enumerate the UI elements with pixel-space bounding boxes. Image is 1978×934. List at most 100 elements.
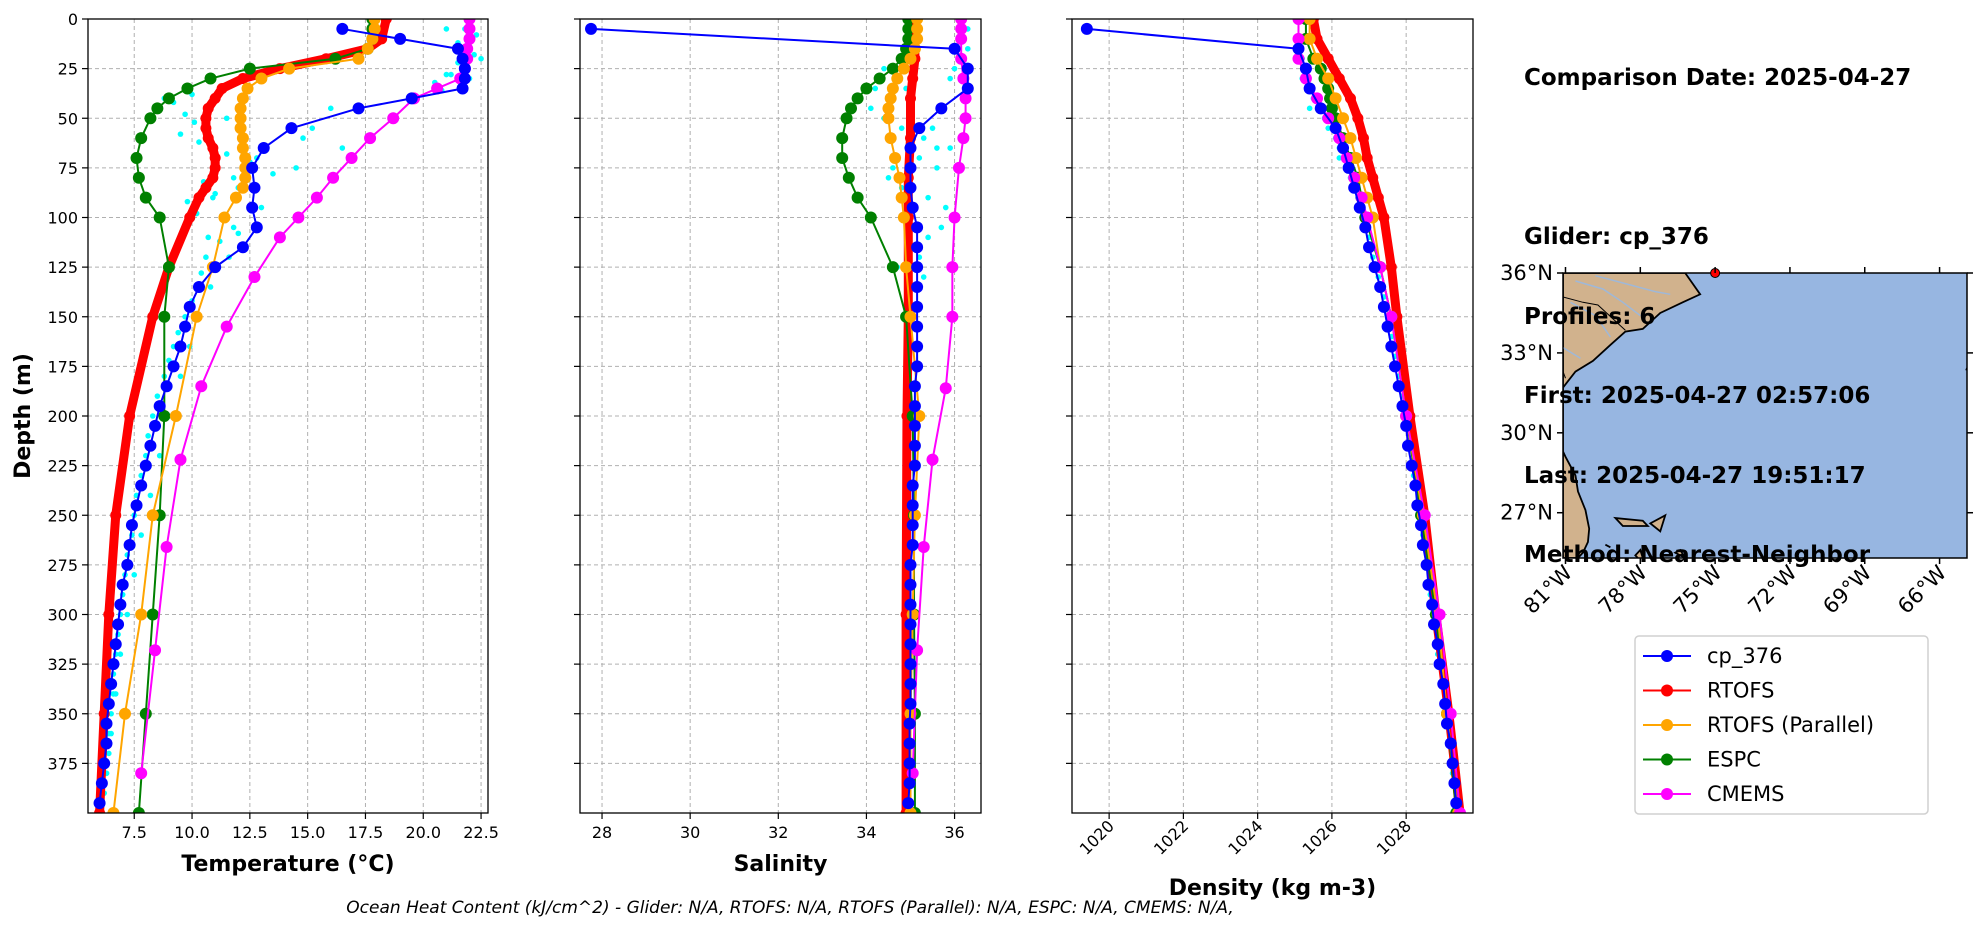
series-point-cp-376 bbox=[1426, 598, 1439, 611]
series-point-cp-376 bbox=[911, 241, 924, 254]
glider-scatter-point bbox=[198, 270, 205, 276]
series-point-rtofs bbox=[1352, 112, 1364, 124]
river bbox=[1563, 346, 1581, 359]
series-point-cp-376 bbox=[1389, 360, 1402, 373]
series-point-rtofs bbox=[209, 152, 221, 164]
temperature-panel: 7.5 10.0 12.5 15.0 17.5 20.0 22.5 0 25 50 75 100 125… bbox=[11, 10, 499, 877]
series-point-cmems bbox=[946, 310, 959, 323]
series-point-rtofs-parallel bbox=[884, 132, 897, 145]
series-point-rtofs-parallel bbox=[882, 102, 895, 115]
series-point-rtofs-parallel bbox=[884, 92, 897, 105]
blank-line bbox=[1524, 145, 1911, 172]
series-point-rtofs-parallel bbox=[1322, 72, 1335, 85]
series-point-rtofs bbox=[207, 172, 219, 184]
y-tick-label: 0 bbox=[68, 10, 78, 29]
series-point-rtofs-parallel bbox=[107, 807, 120, 813]
y-axis-label: Depth (m) bbox=[11, 353, 36, 479]
series-point-rtofs bbox=[200, 182, 212, 194]
series-line-cmems bbox=[140, 19, 471, 775]
series-point-espc bbox=[162, 261, 175, 274]
x-tick-label: 1024 bbox=[1224, 816, 1266, 858]
series-point-cmems bbox=[959, 112, 972, 125]
series-point-cp-376 bbox=[904, 598, 917, 611]
series-point-espc bbox=[158, 310, 171, 323]
series-point-cp-376 bbox=[236, 241, 249, 254]
y-tick-label: 150 bbox=[47, 308, 78, 327]
glider-scatter-point bbox=[270, 171, 276, 177]
series-point-cmems bbox=[952, 161, 965, 174]
series-point-rtofs-parallel bbox=[897, 62, 910, 75]
series-point-cmems bbox=[926, 453, 939, 466]
series-point-cp-376 bbox=[209, 261, 222, 274]
island bbox=[1634, 548, 1644, 558]
x-tick-label: 10.0 bbox=[174, 823, 210, 842]
x-axis-label: Density (kg m-3) bbox=[1169, 876, 1377, 901]
glider-scatter-point bbox=[938, 224, 945, 231]
x-tick-label: 1022 bbox=[1150, 816, 1192, 858]
series-point-espc bbox=[162, 92, 175, 105]
series-point-espc bbox=[151, 102, 164, 115]
series-point-cmems bbox=[431, 82, 444, 95]
series-point-cp-376 bbox=[1400, 419, 1413, 432]
glider-scatter-point bbox=[210, 194, 216, 201]
series-point-cmems bbox=[273, 231, 286, 244]
glider-scatter-point bbox=[177, 131, 184, 137]
glider-scatter-point bbox=[1325, 125, 1331, 131]
glider-scatter-point bbox=[951, 65, 958, 72]
series-point-rtofs bbox=[202, 102, 214, 114]
series-point-rtofs bbox=[237, 73, 249, 85]
series-point-cp-376 bbox=[1422, 578, 1435, 591]
glider-scatter-point bbox=[154, 393, 161, 399]
glider-scatter-point bbox=[920, 274, 927, 280]
series-point-espc bbox=[864, 211, 877, 224]
plot-area bbox=[585, 19, 974, 813]
glider-scatter-point bbox=[149, 413, 156, 419]
series-point-cp-376 bbox=[1314, 102, 1327, 115]
glider-scatter-point bbox=[920, 135, 927, 141]
series-point-cp-376 bbox=[903, 717, 916, 730]
series-point-rtofs-parallel bbox=[913, 410, 926, 422]
series-point-cmems bbox=[149, 644, 162, 657]
glider-scatter-point bbox=[145, 433, 151, 439]
y-tick-label: 225 bbox=[47, 457, 78, 476]
glider-scatter-point bbox=[182, 111, 188, 118]
glider-scatter-point bbox=[471, 51, 477, 58]
glider-scatter-point bbox=[147, 492, 154, 499]
series-point-cp-376 bbox=[1363, 241, 1376, 254]
series-point-cp-376 bbox=[1433, 658, 1446, 671]
glider-scatter-point bbox=[230, 224, 237, 231]
series-point-rtofs-parallel bbox=[1350, 151, 1363, 164]
profile-count: Profiles: 6 bbox=[1524, 303, 1656, 330]
glider-scatter-point bbox=[925, 234, 931, 241]
glider-scatter-point bbox=[478, 55, 484, 62]
series-point-cmems bbox=[917, 541, 930, 554]
series-point-cp-376 bbox=[904, 677, 917, 690]
series-point-rtofs-parallel bbox=[135, 608, 148, 621]
series-point-cp-376 bbox=[1428, 618, 1441, 631]
series-point-cmems bbox=[195, 380, 208, 393]
series-point-cp-376 bbox=[1405, 459, 1418, 472]
glider-scatter-point bbox=[223, 151, 230, 157]
glider-scatter-point bbox=[1336, 155, 1343, 161]
series-point-cp-376 bbox=[107, 658, 120, 671]
series-point-rtofs-parallel bbox=[234, 102, 247, 115]
series-point-espc bbox=[144, 112, 157, 125]
series-point-rtofs-parallel bbox=[889, 151, 902, 164]
series-point-cp-376 bbox=[906, 201, 919, 214]
series-point-cp-376 bbox=[1348, 181, 1361, 194]
series-point-cp-376 bbox=[144, 439, 157, 452]
x-tick-label: 22.5 bbox=[463, 823, 499, 842]
series-point-cp-376 bbox=[904, 161, 917, 174]
glider-scatter-point bbox=[235, 230, 242, 237]
legend-marker-espc bbox=[1661, 753, 1673, 766]
series-point-cp-376 bbox=[903, 757, 916, 770]
series-point-cp-376 bbox=[903, 777, 916, 790]
glider-scatter-point bbox=[205, 234, 212, 241]
glider-scatter-point bbox=[223, 115, 230, 122]
series-line-cp-376 bbox=[590, 27, 969, 805]
glider-scatter-point bbox=[885, 175, 892, 181]
glider-scatter-point bbox=[473, 32, 480, 38]
map-area bbox=[1563, 273, 1967, 558]
series-point-cp-376 bbox=[257, 142, 270, 155]
